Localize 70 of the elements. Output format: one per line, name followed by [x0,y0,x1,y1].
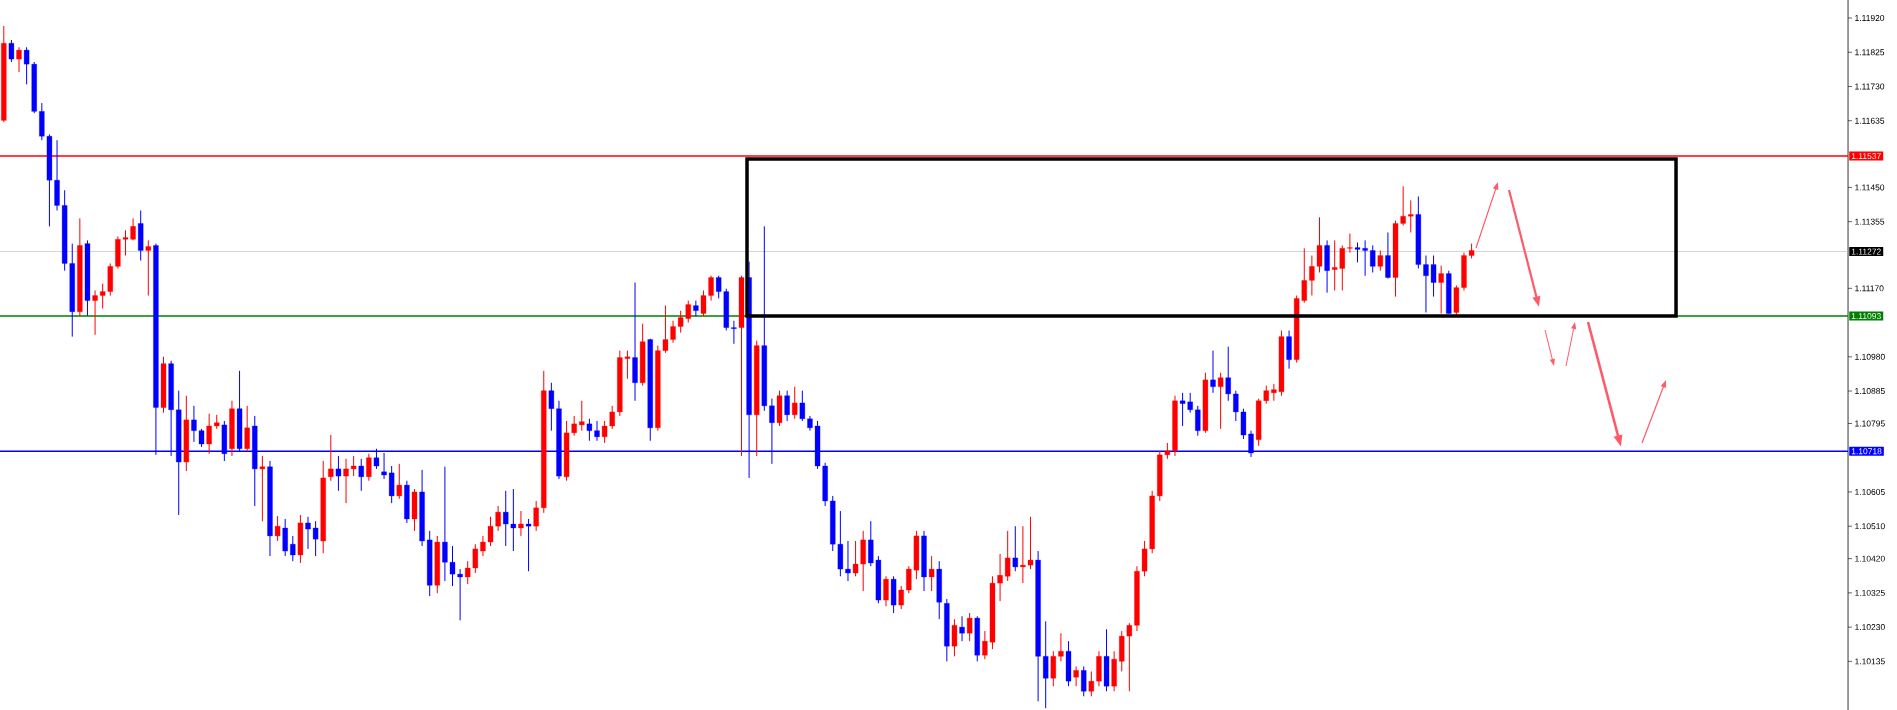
candlestick [784,390,790,422]
candlestick [693,300,699,317]
candlestick [92,289,98,336]
y-tick-label: 1.10980 [1855,353,1885,360]
y-tick-label: 1.11920 [1855,15,1885,22]
candlestick [335,455,342,492]
candlestick [533,500,539,532]
candlestick [518,510,524,537]
candlestick [290,535,296,562]
candlestick [145,239,151,297]
y-tick-label: 1.10325 [1855,589,1885,596]
candlestick [328,434,334,482]
ref-line-label: 1.11272 [1851,248,1881,255]
candlestick [1347,233,1353,254]
y-tick-label: 1.10795 [1855,420,1885,427]
candlestick [1088,670,1094,697]
candlestick [1210,350,1216,394]
candlestick [16,46,22,73]
candlestick [1050,650,1056,687]
ref-line-label: 1.11537 [1851,153,1881,160]
candlestick [1286,329,1292,370]
y-tick-label: 1.11635 [1855,117,1885,124]
candlestick [1073,665,1079,687]
candlestick [366,453,372,482]
y-tick-label: 1.11450 [1855,184,1885,191]
y-tick-label: 1.10135 [1855,658,1885,665]
candlestick [396,463,402,500]
candlestick [1438,265,1444,315]
candlestick [799,390,805,422]
y-tick-label: 1.10885 [1855,388,1885,395]
y-tick-label: 1.10510 [1855,523,1885,530]
candlestick [1377,249,1383,272]
candlestick [525,518,532,572]
candlestick [951,618,958,657]
y-tick-label: 1.11730 [1855,83,1885,90]
candlestick [358,458,364,492]
candlestick [959,615,965,642]
candlestick [1081,665,1087,697]
candlestick [1012,525,1018,572]
candlestick [274,515,281,542]
candlestick [579,400,585,432]
candlestick [1043,620,1049,709]
ref-line-label: 1.10718 [1851,448,1882,455]
candlestick [928,555,935,592]
candlestick [1385,231,1391,280]
candlestick [792,386,798,420]
candlestick [883,575,889,607]
candlestick [8,39,15,63]
candlestick [244,405,250,452]
candlestick [282,518,288,557]
y-tick-label: 1.11825 [1855,49,1885,56]
candlestick [1217,372,1224,430]
candlestick [966,612,973,642]
y-tick-label: 1.11355 [1855,218,1885,225]
candlestick [206,413,212,455]
y-tick-label: 1.10420 [1855,555,1885,562]
candlestick [731,320,737,345]
y-tick-label: 1.10605 [1855,488,1885,495]
candlestick [1370,244,1376,273]
ref-line-label: 1.11093 [1851,313,1881,320]
candlestick [1195,405,1201,437]
candlestick [1005,530,1011,582]
candlestick [1225,346,1231,402]
candlestick [259,455,266,522]
candlestick [1058,632,1064,662]
candlestick [1408,199,1414,233]
candlestick [389,465,395,504]
y-tick-label: 1.11170 [1855,285,1884,292]
candlestick [898,585,904,610]
y-tick-label: 1.10230 [1855,624,1885,631]
